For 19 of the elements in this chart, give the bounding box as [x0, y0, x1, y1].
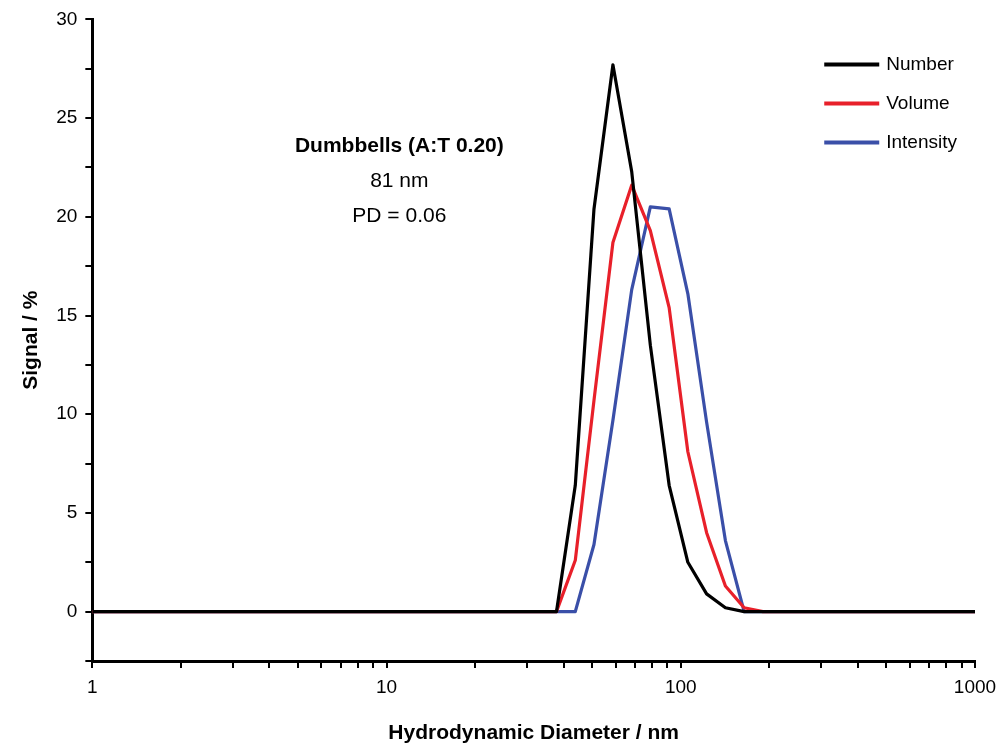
x-axis-title: Hydrodynamic Diameter / nm	[388, 720, 679, 744]
y-tick-label: 5	[66, 501, 78, 523]
x-tick-label: 1	[87, 675, 98, 697]
x-tick-label: 1000	[953, 675, 997, 697]
y-tick-label: 10	[56, 402, 78, 424]
annotation: PD = 0.06	[352, 203, 447, 227]
x-tick-label: 100	[664, 675, 697, 697]
legend-label: Volume	[886, 91, 950, 113]
y-tick-label: 20	[56, 205, 78, 227]
x-tick-label: 10	[375, 675, 398, 697]
legend-label: Number	[886, 52, 955, 74]
y-tick-label: 25	[56, 106, 78, 128]
annotation: Dumbbells (A:T 0.20)	[294, 133, 504, 157]
y-tick-label: 30	[56, 7, 78, 29]
y-tick-label: 15	[56, 303, 78, 325]
y-axis-title: Signal / %	[18, 290, 42, 390]
annotation: 81 nm	[370, 168, 429, 192]
legend-label: Intensity	[886, 130, 958, 152]
y-tick-label: 0	[66, 599, 78, 621]
